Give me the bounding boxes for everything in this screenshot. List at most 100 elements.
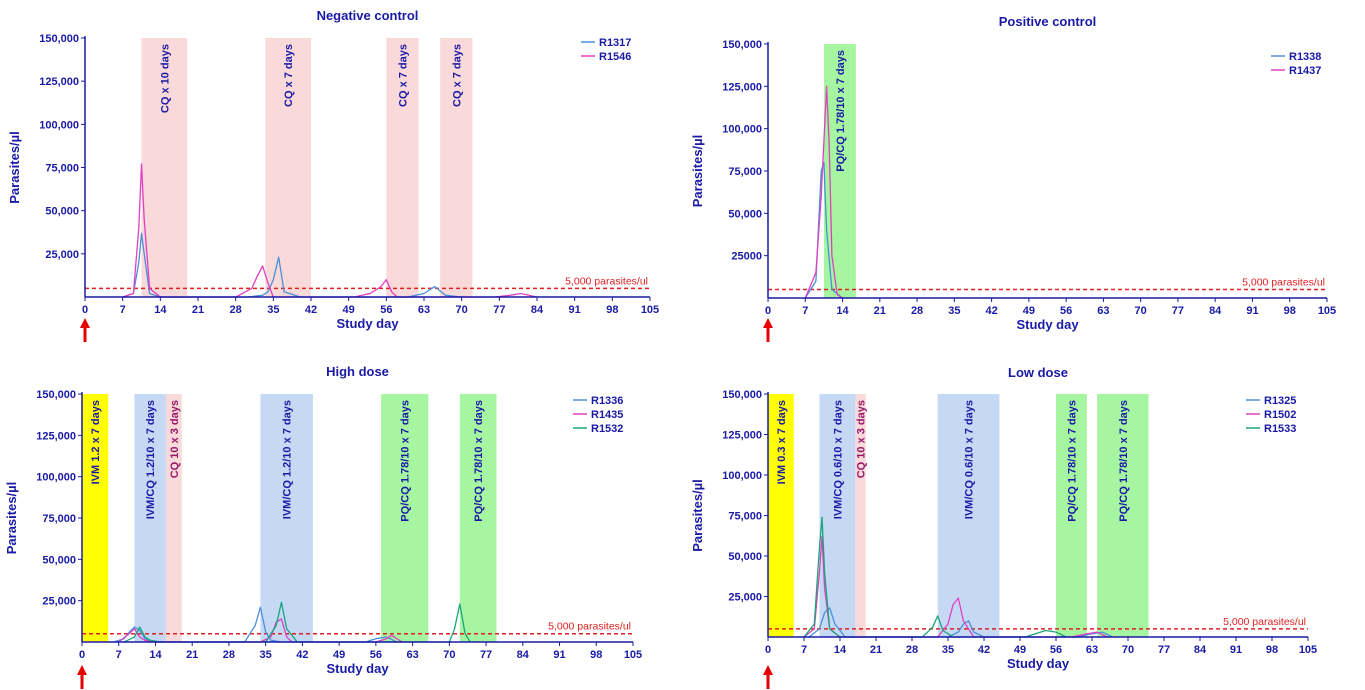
treatment-band xyxy=(937,394,1000,637)
treatment-band-label: IVM 1.2 x 7 days xyxy=(90,400,102,484)
panel-1: CQ x 10 days CQ x 7 days CQ x 7 days CQ x 7… xyxy=(7,8,659,342)
x-tick-label: 98 xyxy=(1284,305,1296,317)
y-tick-label: 50,000 xyxy=(728,551,762,563)
treatment-band xyxy=(381,394,429,642)
panel-title: Negative control xyxy=(317,8,419,23)
x-tick-label: 0 xyxy=(79,649,85,661)
panel-3: IVM 1.2 x 7 days IVM/CQ 1.2/10 x 7 days CQ… xyxy=(4,364,642,689)
y-tick-label: 125,000 xyxy=(722,430,762,442)
x-tick-label: 98 xyxy=(590,649,602,661)
x-axis-title: Study day xyxy=(1007,656,1070,671)
x-tick-label: 70 xyxy=(1122,644,1134,656)
y-tick-label: 150,000 xyxy=(36,389,76,401)
y-tick-label: 50,000 xyxy=(728,208,762,220)
day-zero-arrow-head xyxy=(80,318,90,328)
x-tick-label: 77 xyxy=(493,304,505,316)
series-line-R1317 xyxy=(122,232,462,298)
x-tick-label: 63 xyxy=(1086,644,1098,656)
y-tick-label: 125,000 xyxy=(722,81,762,93)
y-tick-label: 125,000 xyxy=(36,430,76,442)
x-tick-label: 56 xyxy=(370,649,382,661)
treatment-band-label: CQ x 7 days xyxy=(397,44,409,107)
panel-title: Positive control xyxy=(999,14,1097,29)
x-tick-label: 21 xyxy=(186,649,198,661)
legend-label: R1533 xyxy=(1264,423,1296,435)
treatment-band xyxy=(386,38,419,297)
x-tick-label: 105 xyxy=(1318,305,1336,317)
x-tick-label: 35 xyxy=(260,649,272,661)
y-axis-title: Parasites/µl xyxy=(690,135,705,208)
y-tick-label: 25000 xyxy=(731,251,762,263)
legend-label: R1435 xyxy=(591,409,623,421)
day-zero-arrow-head xyxy=(763,665,773,675)
x-tick-label: 63 xyxy=(406,649,418,661)
treatment-band xyxy=(134,394,166,642)
y-axis-title: Parasites/µl xyxy=(4,482,19,555)
x-tick-label: 56 xyxy=(1060,305,1072,317)
day-zero-arrow-head xyxy=(77,665,87,675)
series-line-R1437 xyxy=(804,85,843,299)
x-tick-label: 84 xyxy=(1209,305,1222,317)
y-tick-label: 50,000 xyxy=(45,206,79,218)
treatment-band xyxy=(260,394,313,642)
x-tick-label: 21 xyxy=(192,304,204,316)
x-tick-label: 0 xyxy=(765,305,771,317)
x-tick-label: 35 xyxy=(267,304,279,316)
x-tick-label: 70 xyxy=(1135,305,1147,317)
y-tick-label: 150,000 xyxy=(39,33,79,45)
x-tick-label: 105 xyxy=(641,304,659,316)
y-tick-label: 100,000 xyxy=(39,119,79,131)
x-tick-label: 7 xyxy=(120,304,126,316)
x-tick-label: 70 xyxy=(443,649,455,661)
treatment-band-label: IVM 0.3 x 7 days xyxy=(776,400,788,484)
series-line-R1502 xyxy=(803,535,1108,638)
series-line-R1533 xyxy=(803,516,1067,638)
y-tick-label: 75,000 xyxy=(42,513,76,525)
y-tick-label: 25,000 xyxy=(45,249,79,261)
treatment-band-label: IVM/CQ 1.2/10 x 7 days xyxy=(282,400,294,519)
legend-label: R1325 xyxy=(1264,395,1296,407)
x-tick-label: 14 xyxy=(836,305,849,317)
series-line-R1532 xyxy=(123,601,471,643)
treatment-band xyxy=(82,394,109,642)
treatment-band-label: IVM/CQ 0.6/10 x 7 days xyxy=(964,400,976,519)
x-tick-label: 70 xyxy=(456,304,468,316)
panel-title: High dose xyxy=(326,364,389,379)
x-axis-title: Study day xyxy=(1016,317,1079,332)
x-tick-label: 77 xyxy=(1158,644,1170,656)
x-tick-label: 84 xyxy=(531,304,544,316)
x-tick-label: 14 xyxy=(149,649,162,661)
legend-label: R1502 xyxy=(1264,409,1296,421)
treatment-band xyxy=(265,38,311,297)
x-tick-label: 42 xyxy=(305,304,317,316)
treatment-band-label: PQ/CQ 1.78/10 x 7 days xyxy=(835,50,847,172)
treatment-band-label: PQ/CQ 1.78/10 x 7 days xyxy=(400,400,412,522)
series-line-R1336 xyxy=(113,606,398,643)
x-tick-label: 0 xyxy=(765,644,771,656)
x-tick-label: 0 xyxy=(82,304,88,316)
treatment-band xyxy=(459,394,497,642)
y-tick-label: 150,000 xyxy=(722,389,762,401)
x-tick-label: 14 xyxy=(834,644,847,656)
x-tick-label: 21 xyxy=(874,305,886,317)
x-tick-label: 42 xyxy=(978,644,990,656)
x-tick-label: 91 xyxy=(553,649,565,661)
treatment-band-label: CQ x 7 days xyxy=(283,44,295,107)
y-tick-label: 100,000 xyxy=(36,472,76,484)
x-tick-label: 28 xyxy=(230,304,242,316)
treatment-band-label: PQ/CQ 1.78/10 x 7 days xyxy=(1118,400,1130,522)
series-line-R1338 xyxy=(804,161,843,299)
x-tick-label: 91 xyxy=(1246,305,1258,317)
legend-label: R1437 xyxy=(1289,65,1321,77)
x-tick-label: 84 xyxy=(1194,644,1207,656)
y-tick-label: 125,000 xyxy=(39,76,79,88)
treatment-band xyxy=(1056,394,1087,637)
x-tick-label: 63 xyxy=(1097,305,1109,317)
x-tick-label: 28 xyxy=(911,305,923,317)
treatment-band xyxy=(1097,394,1149,637)
threshold-label: 5,000 parasites/ul xyxy=(548,621,631,633)
y-tick-label: 25,000 xyxy=(728,592,762,604)
treatment-band-label: CQ 10 x 3 days xyxy=(169,400,181,478)
threshold-label: 5,000 parasites/ul xyxy=(565,275,648,287)
